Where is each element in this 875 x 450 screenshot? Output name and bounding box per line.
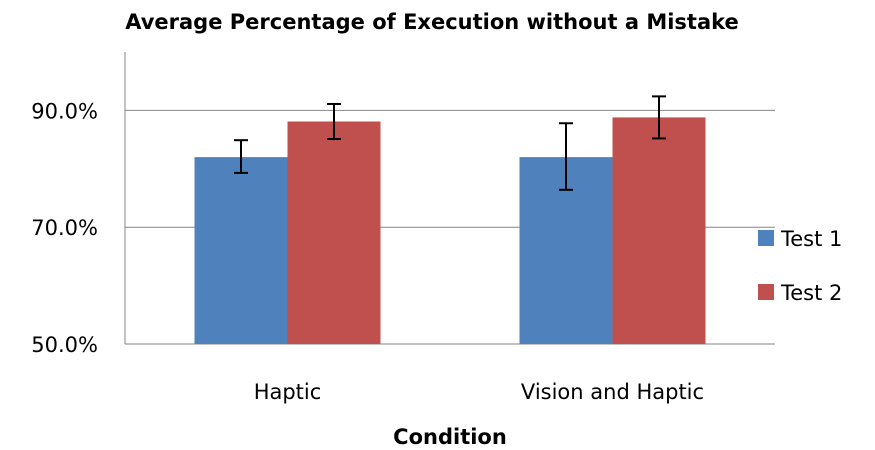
x-category-label: Haptic — [254, 380, 322, 404]
x-axis-categories: Haptic Vision and Haptic — [254, 380, 704, 404]
y-tick-label: 50.0% — [31, 333, 98, 357]
legend-swatch — [758, 284, 774, 300]
error-bars — [234, 95, 666, 191]
bar — [287, 121, 381, 344]
legend: Test 1 Test 2 — [758, 227, 842, 305]
bar — [612, 117, 706, 345]
legend-swatch — [758, 230, 774, 246]
legend-label: Test 2 — [780, 281, 842, 305]
y-tick-label: 70.0% — [31, 216, 98, 240]
chart-title: Average Percentage of Execution without … — [125, 10, 739, 34]
bars — [194, 117, 706, 345]
y-axis-ticks: 50.0% 70.0% 90.0% — [31, 99, 98, 357]
x-category-label: Vision and Haptic — [521, 380, 704, 404]
bar — [194, 157, 288, 344]
y-tick-label: 90.0% — [31, 99, 98, 123]
x-axis-label: Condition — [393, 425, 507, 449]
legend-label: Test 1 — [780, 227, 842, 251]
